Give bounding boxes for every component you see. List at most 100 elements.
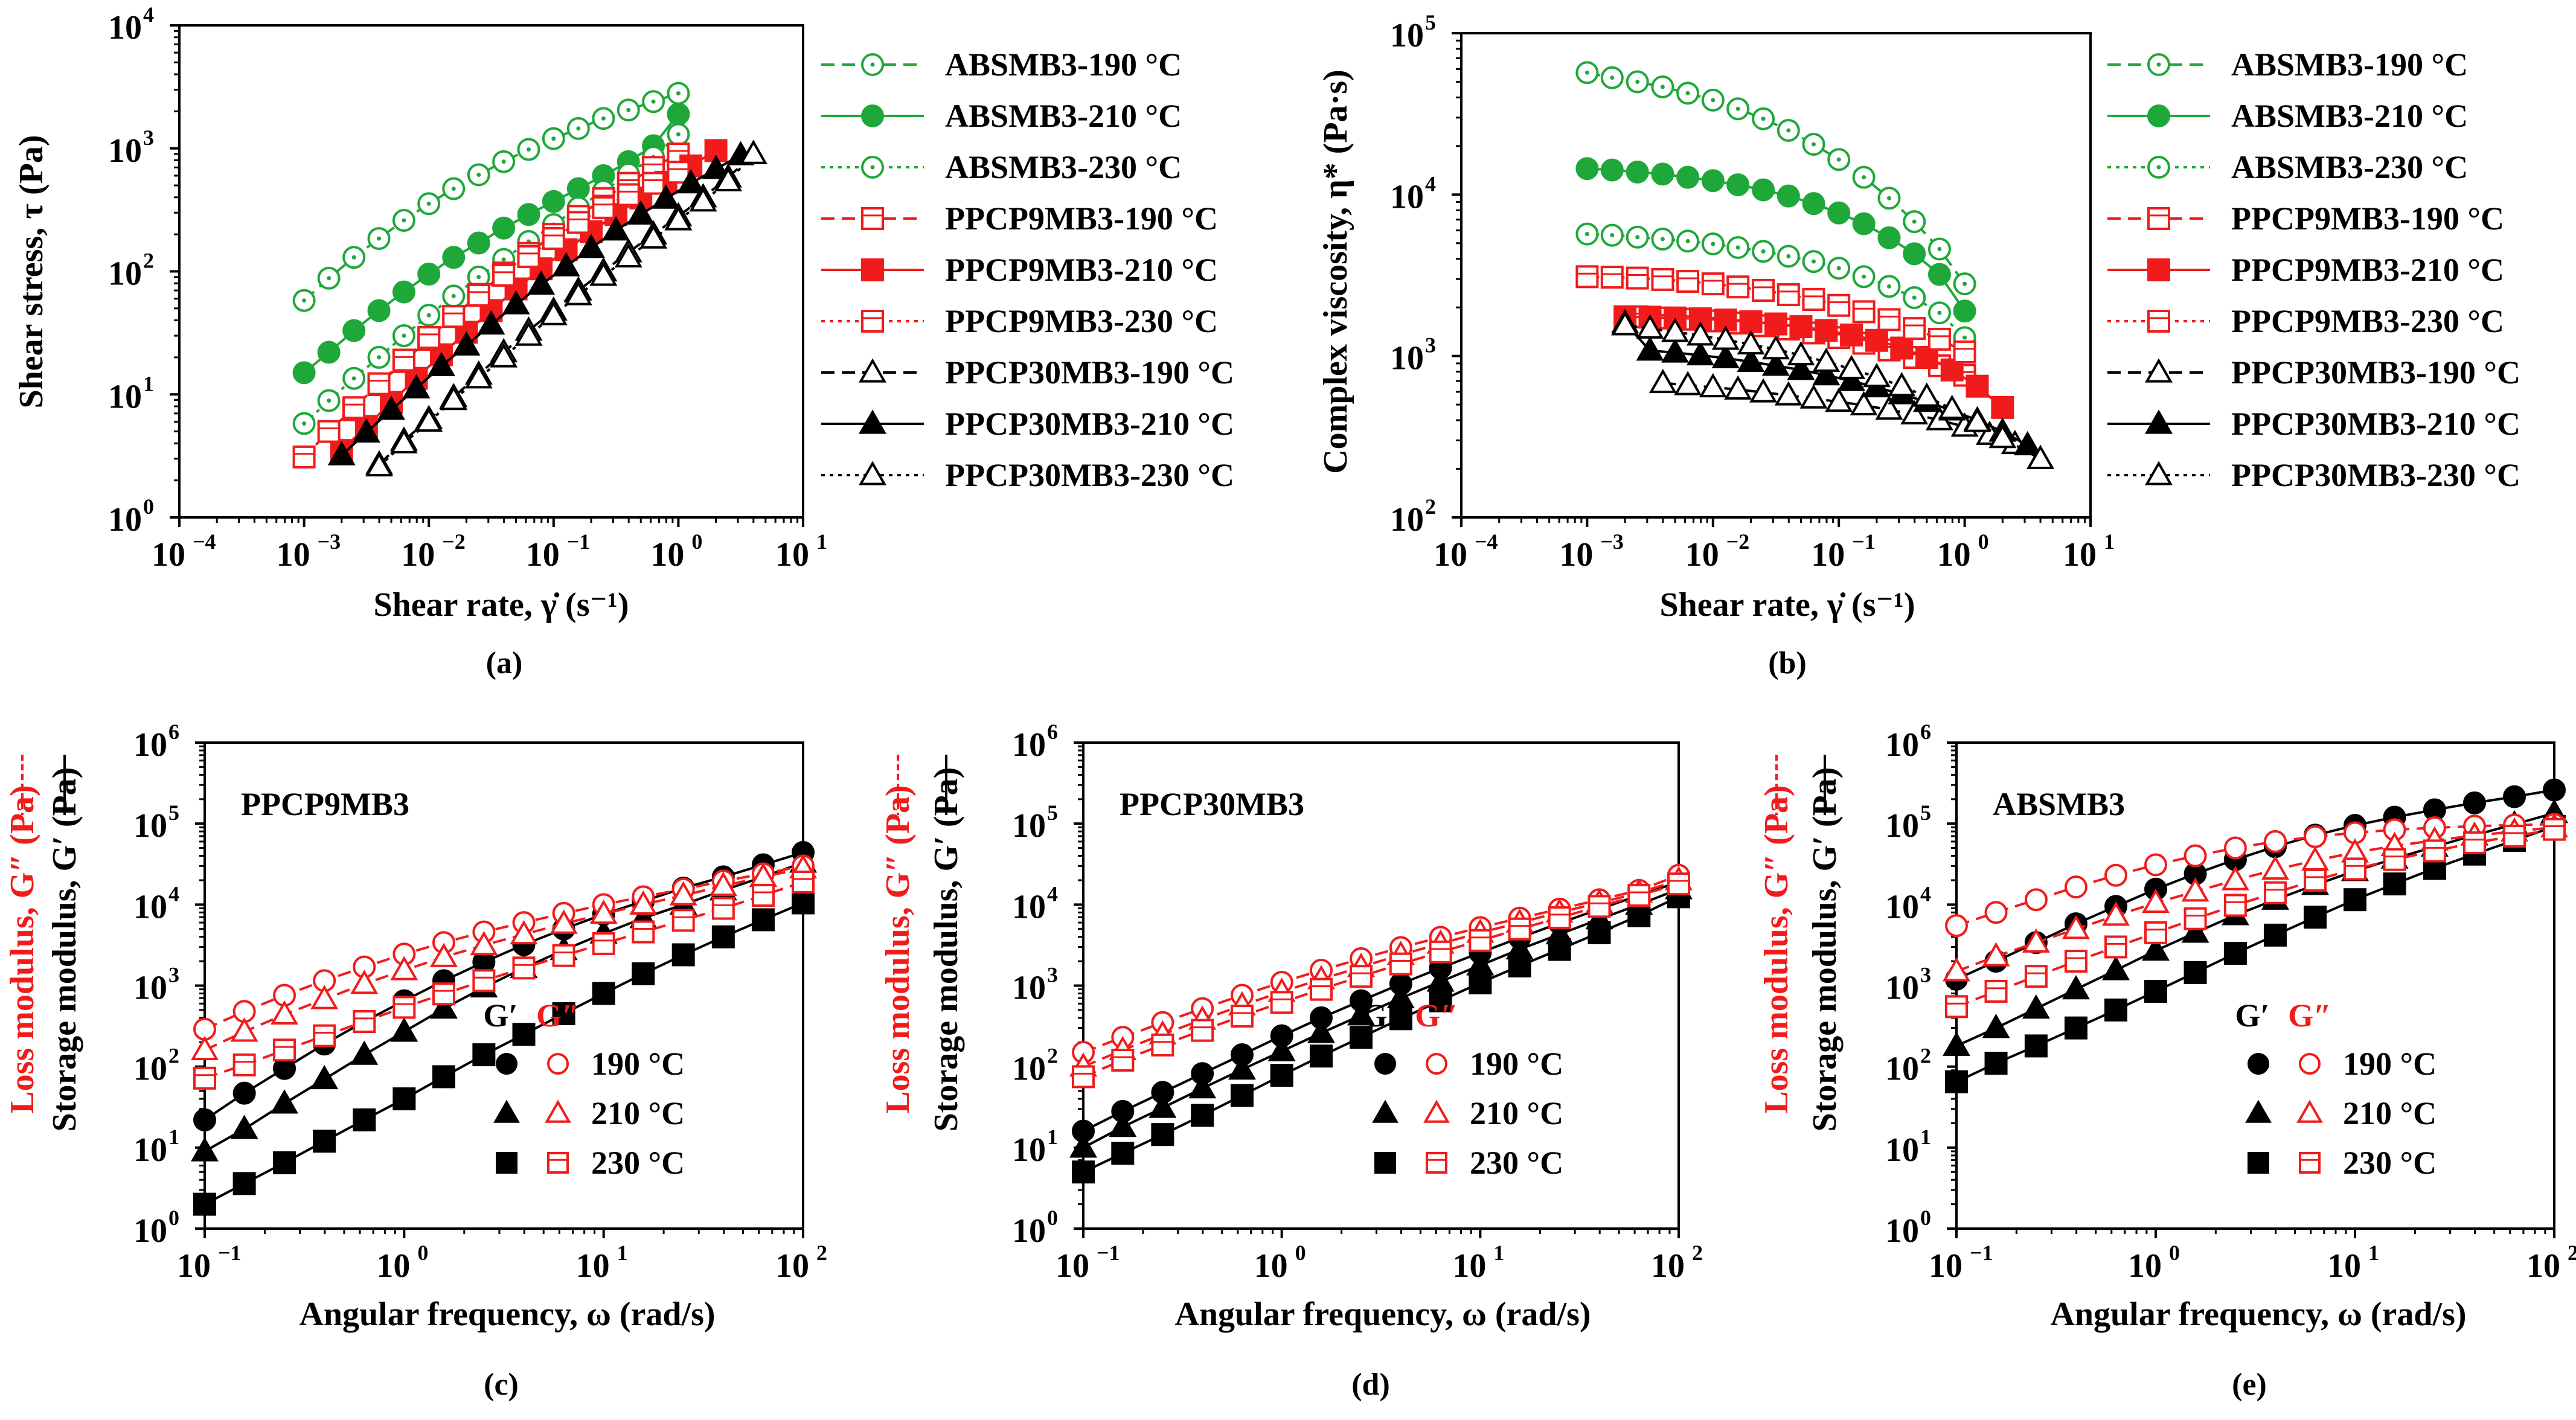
data-point [490, 343, 518, 368]
data-point [1761, 335, 1790, 360]
y-tick-exponent: 3 [1425, 333, 1436, 357]
data-point [193, 1066, 216, 1090]
data-point [470, 931, 498, 956]
data-point-dot [1761, 249, 1766, 254]
data-point [577, 234, 605, 258]
y-tick-exponent: 3 [143, 126, 154, 150]
data-point [392, 280, 415, 304]
x-tick-exponent: 2 [816, 1241, 827, 1265]
data-point [1588, 895, 1611, 918]
x-tick-exponent: −2 [442, 529, 466, 554]
data-point [1661, 318, 1690, 342]
data-point [1752, 278, 1775, 302]
y-tick-exponent: 0 [143, 494, 154, 519]
y-tick-exponent: 1 [1047, 1125, 1058, 1149]
data-point [1575, 265, 1599, 289]
x-tick-exponent: 0 [1295, 1241, 1306, 1265]
data-point [1812, 347, 1841, 373]
series-line [204, 861, 804, 1153]
data-point [1309, 1044, 1333, 1068]
legend-marker [861, 207, 884, 230]
data-point [2223, 942, 2247, 965]
data-point [1699, 373, 1727, 398]
data-point [1888, 372, 1916, 397]
legend-item: PPCP30MB3-230 °C [821, 457, 1234, 493]
data-point [2064, 875, 2087, 899]
data-point-dot [377, 355, 382, 360]
y-tick-label: 10 [1012, 970, 1046, 1007]
series-absmb3-190-c [292, 82, 690, 312]
data-point [342, 396, 366, 420]
data-point [1347, 1001, 1376, 1026]
y-tick-exponent: 1 [1920, 1125, 1931, 1149]
data-point [671, 943, 695, 967]
data-point [191, 1035, 219, 1060]
data-point [1988, 424, 2017, 449]
data-point [1711, 325, 1740, 350]
y-tick-exponent: 5 [1920, 801, 1931, 825]
data-point [1111, 1142, 1135, 1165]
data-point [310, 1064, 339, 1090]
data-point [1877, 226, 1901, 249]
legend-marker [859, 409, 886, 434]
data-point [417, 263, 441, 286]
data-point [677, 169, 705, 194]
y-tick-exponent: 4 [168, 881, 179, 906]
data-point-dot [601, 116, 606, 121]
data-point [2423, 839, 2446, 863]
x-tick-label: 10 [2128, 1247, 2162, 1285]
data-point [442, 246, 466, 269]
legend-marker [859, 358, 886, 383]
data-point [1548, 938, 1571, 961]
data-point [313, 1024, 336, 1047]
panel-caption: (e) [2232, 1367, 2267, 1402]
data-point [193, 1192, 216, 1216]
legend-marker-storage [2248, 1152, 2269, 1174]
data-point-dot [501, 257, 506, 262]
data-point [1309, 977, 1333, 1001]
data-point-dot [1836, 266, 1841, 270]
series-line [1587, 275, 1966, 353]
legend-label: ABSMB3-210 °C [2231, 98, 2468, 134]
x-tick-exponent: −1 [1970, 1241, 1993, 1265]
x-tick-exponent: −4 [193, 529, 216, 554]
data-point [2304, 868, 2327, 892]
data-point [527, 270, 556, 295]
x-tick-exponent: −1 [567, 529, 591, 554]
y-axis-label-storage: Storage modulus, G′ (Pa) [46, 767, 83, 1132]
legend: G′ G″ 190 °C 210 °C 230 °C [2235, 997, 2437, 1181]
data-point [2064, 950, 2087, 973]
legend-marker-storage [2245, 1099, 2272, 1123]
data-point-dot [1786, 128, 1791, 133]
data-point [2184, 961, 2207, 984]
legend-row-label: 190 °C [1470, 1046, 1563, 1082]
data-point [432, 982, 455, 1006]
data-point [1865, 328, 1888, 352]
data-point [709, 871, 737, 897]
data-point [271, 1000, 299, 1025]
y-tick-exponent: 3 [1920, 963, 1931, 987]
x-tick-exponent: 1 [2368, 1241, 2379, 1265]
series-g-230-c [1945, 817, 2566, 1019]
data-point [642, 171, 665, 195]
data-point [2142, 936, 2170, 961]
data-point [472, 1043, 496, 1067]
series-line [1083, 878, 1679, 1068]
x-tick-label: 10 [401, 536, 435, 574]
series-g-210-c [191, 854, 817, 1060]
y-tick-exponent: 5 [1425, 10, 1436, 34]
series-ppcp30mb3-230-c [365, 139, 767, 477]
legend: G′ G″ 190 °C 210 °C 230 °C [483, 997, 685, 1181]
legend-label: PPCP30MB3-210 °C [2231, 406, 2520, 442]
data-point [1307, 1019, 1335, 1043]
data-point [1739, 310, 1763, 333]
data-point [614, 243, 642, 267]
data-point [432, 1065, 455, 1089]
data-point-dot [1836, 157, 1841, 162]
data-point [350, 970, 379, 994]
data-point-dot [1886, 196, 1891, 200]
series-absmb3-210-c [292, 102, 690, 385]
data-point [592, 932, 615, 955]
panel-c: 10 −1 10 0 10 1 10 210 010 110 210 310 410 510 6(c)Ang… [4, 720, 827, 1402]
series-line [204, 901, 804, 1206]
